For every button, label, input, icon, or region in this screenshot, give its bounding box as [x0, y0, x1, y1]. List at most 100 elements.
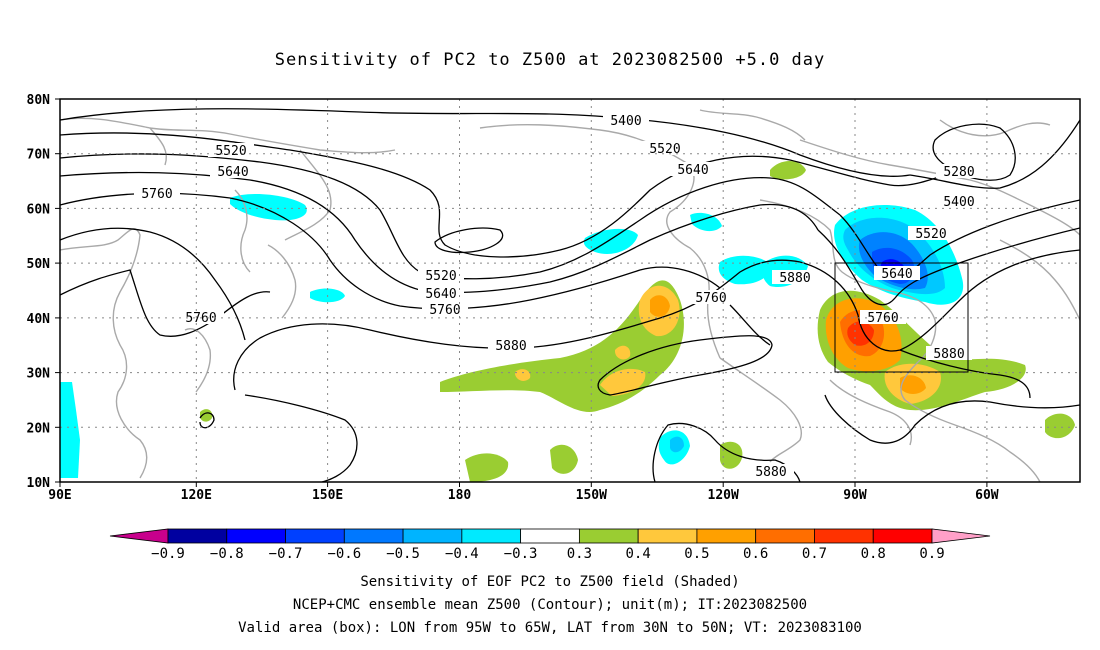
- colorbar-label: −0.5: [386, 546, 420, 562]
- coastline: [234, 189, 251, 273]
- colorbar-swatch: [167, 528, 228, 544]
- lon-label: 120W: [708, 488, 739, 503]
- contour-label: 5640: [425, 287, 456, 302]
- colorbar-swatch: [285, 528, 345, 544]
- contour-labels: 5400 5520 5640 5760 5520 5640 5280 5400 …: [134, 113, 982, 480]
- contour-label: 5760: [141, 187, 172, 202]
- colorbar-swatch: [637, 528, 698, 544]
- colorbar-label: −0.9: [151, 546, 185, 562]
- lat-label: 80N: [27, 93, 51, 108]
- contour-label: 5640: [217, 165, 248, 180]
- contour-line: [932, 123, 1016, 181]
- contour-label: 5880: [933, 347, 964, 362]
- lon-label: 90W: [843, 488, 867, 503]
- colorbar-label: −0.4: [445, 546, 479, 562]
- positive-region: [615, 345, 631, 360]
- negative-region: [670, 436, 684, 453]
- contour-line: [60, 108, 911, 177]
- colorbar-label: −0.8: [210, 546, 244, 562]
- contour-label: 5760: [695, 291, 726, 306]
- contour-label: 5640: [677, 163, 708, 178]
- colorbar-label: −0.3: [504, 546, 538, 562]
- contour-line: [60, 192, 721, 310]
- colorbar-label: 0.9: [919, 546, 944, 562]
- lon-label: 150W: [576, 488, 607, 503]
- coastline: [759, 199, 937, 363]
- colorbar-swatch: [814, 528, 874, 544]
- caption-line-3: Valid area (box): LON from 95W to 65W, L…: [238, 620, 862, 636]
- coastline: [900, 361, 1041, 482]
- colorbar-end-triangle: [109, 528, 169, 544]
- tick-marks: [55, 98, 988, 487]
- colorbar-swatch: [226, 528, 286, 544]
- contour-line: [60, 269, 271, 337]
- colorbar-label: 0.8: [861, 546, 886, 562]
- colorbar-label: 0.5: [684, 546, 709, 562]
- positive-region: [200, 409, 213, 422]
- lat-label: 60N: [27, 202, 51, 217]
- coastline: [60, 228, 148, 479]
- contour-line: [824, 394, 1080, 444]
- lat-label: 70N: [27, 148, 51, 163]
- coastline: [799, 139, 1080, 236]
- lat-label: 40N: [27, 312, 51, 327]
- positive-region: [770, 161, 806, 180]
- contour-line: [909, 119, 1080, 189]
- coastline: [267, 244, 297, 319]
- contour-label: 5880: [779, 271, 810, 286]
- positive-region: [720, 441, 743, 469]
- positive-region: [900, 375, 926, 394]
- colorbar-swatch: [578, 528, 639, 544]
- colorbar-end-triangle: [931, 528, 991, 544]
- lon-label: 60W: [975, 488, 999, 503]
- colorbar-label: 0.3: [567, 546, 592, 562]
- contour-label: 5640: [881, 267, 912, 282]
- contour-line: [597, 335, 773, 396]
- colorbar-swatch: [343, 528, 404, 544]
- coastline: [284, 149, 332, 241]
- negative-region: [60, 382, 80, 478]
- grid-lines: [60, 99, 1080, 482]
- lon-label: 150E: [312, 488, 343, 503]
- contour-label: 5400: [943, 195, 974, 210]
- negative-region: [690, 212, 722, 232]
- valid-area-box: [834, 262, 969, 373]
- colorbar-label: 0.7: [802, 546, 827, 562]
- coastline: [184, 328, 212, 393]
- colorbar-swatch: [461, 528, 522, 544]
- contour-label: 5880: [495, 339, 526, 354]
- positive-region: [550, 444, 578, 474]
- contour-label: 5760: [185, 311, 216, 326]
- colorbar-swatch: [872, 528, 933, 544]
- colorbar-label: 0.4: [626, 546, 651, 562]
- contour-line: [199, 412, 215, 429]
- latitude-labels: 80N 70N 60N 50N 40N 30N 20N 10N: [27, 93, 51, 491]
- lat-label: 30N: [27, 367, 51, 382]
- colorbar-label: −0.7: [269, 546, 303, 562]
- contour-label: 5760: [429, 303, 460, 318]
- lon-label: 90E: [48, 488, 71, 503]
- colorbar-swatch: [755, 528, 815, 544]
- negative-region: [230, 194, 307, 221]
- chart-title: Sensitivity of PC2 to Z500 at 2023082500…: [274, 50, 826, 70]
- contour-line: [244, 394, 358, 482]
- positive-region: [515, 369, 531, 381]
- caption-line-2: NCEP+CMC ensemble mean Z500 (Contour); u…: [292, 597, 808, 613]
- colorbar-label: −0.6: [327, 546, 361, 562]
- lat-label: 20N: [27, 421, 51, 436]
- coastline: [149, 127, 167, 166]
- longitude-labels: 90E 120E 150E 180 150W 120W 90W 60W: [48, 488, 999, 503]
- contour-label: 5280: [943, 165, 974, 180]
- colorbar-swatch: [402, 528, 463, 544]
- contour-line: [817, 227, 1080, 306]
- contour-line: [839, 199, 1080, 279]
- lon-label: 120E: [181, 488, 212, 503]
- coastline: [999, 239, 1080, 321]
- coastline: [60, 117, 396, 154]
- lat-label: 10N: [27, 476, 51, 491]
- caption-line-1: Sensitivity of EOF PC2 to Z500 field (Sh…: [360, 574, 740, 590]
- positive-region: [847, 321, 874, 346]
- contour-label: 5760: [867, 311, 898, 326]
- contour-label: 5520: [425, 269, 456, 284]
